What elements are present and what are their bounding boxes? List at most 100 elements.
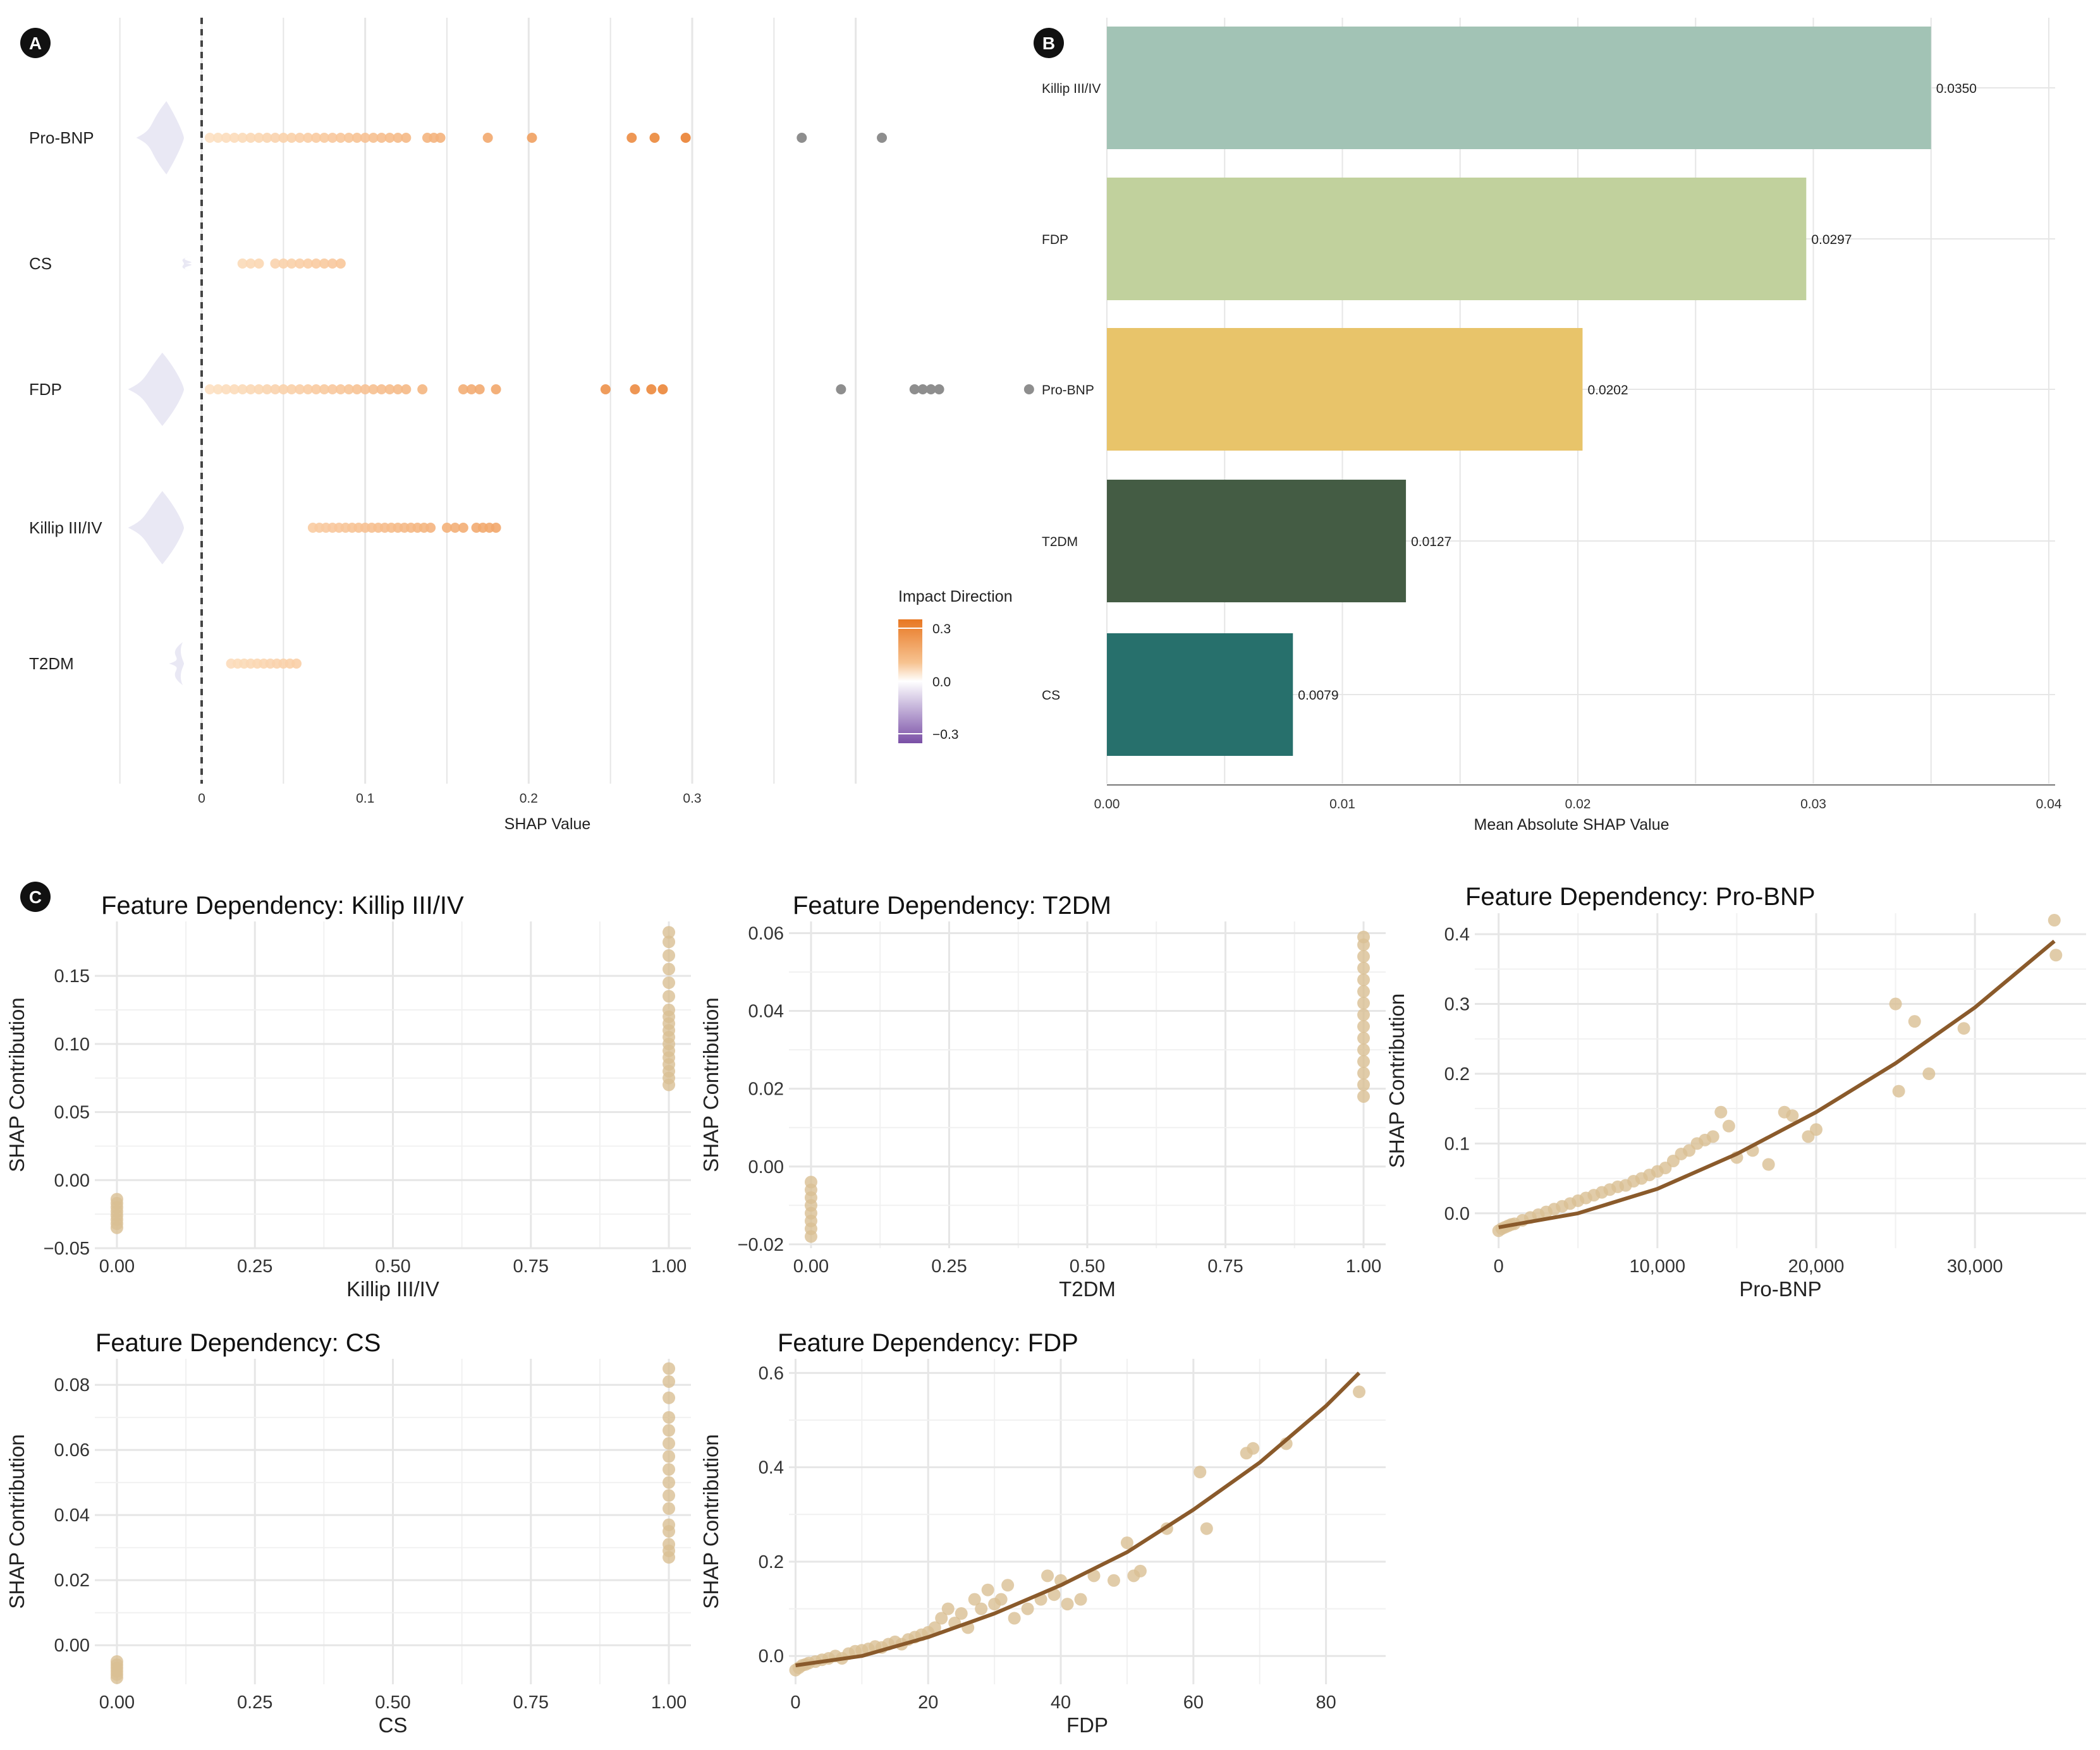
panel-b-category-label: T2DM: [1042, 535, 1078, 549]
panel-a-point: [376, 384, 387, 394]
panel-a-point: [600, 384, 611, 394]
dependency-point: [1061, 1598, 1074, 1611]
panel-a-point: [286, 384, 297, 394]
panel-a-point: [384, 384, 395, 394]
dependency-point: [955, 1607, 968, 1620]
panel-a-point: [295, 258, 305, 269]
panel-a-outlier-point: [917, 384, 928, 394]
dependency-point: [1200, 1522, 1213, 1535]
panel-a-point: [311, 258, 322, 269]
panel-c-feature-dependency: C 0.00 0.25 0.50 0.75 1.00−0.050.000.050.100…: [5, 882, 2086, 1737]
y-tick-label: 0.06: [54, 1440, 90, 1461]
panel-a-point: [253, 133, 264, 143]
dependency-point: [1074, 1593, 1087, 1606]
dependency-point: [2049, 949, 2063, 962]
panel-b-x-tick-label: 0.03: [1800, 797, 1826, 811]
panel-a-violin: [136, 101, 184, 174]
panel-a-point: [270, 133, 281, 143]
panel-a-point: [245, 384, 256, 394]
y-axis-title: SHAP Contribution: [1385, 993, 1408, 1168]
panel-a-point: [435, 133, 446, 143]
x-tick-label: 0.75: [513, 1256, 549, 1277]
x-tick-label: 0.00: [793, 1256, 829, 1277]
dependency-point: [1353, 1385, 1366, 1399]
panel-a-point: [384, 133, 395, 143]
dependency-point: [1786, 1109, 1799, 1122]
plot-title: Feature Dependency: FDP: [778, 1329, 1078, 1357]
dependency-point: [1892, 1085, 1905, 1098]
panel-a-point: [237, 133, 248, 143]
panel-a-point: [291, 659, 302, 669]
y-tick-label: 0.08: [54, 1375, 90, 1395]
panel-a-outlier-point: [934, 384, 944, 394]
y-tick-label: 0.6: [759, 1363, 784, 1383]
dependency-point: [662, 1004, 676, 1017]
dependency-plots: 0.00 0.25 0.50 0.75 1.00−0.050.000.050.100.1…: [5, 883, 2086, 1737]
y-tick-label: 0.2: [1444, 1064, 1470, 1085]
dependency-point: [1001, 1579, 1015, 1592]
panel-a-point: [319, 384, 329, 394]
dependency-point: [1357, 930, 1370, 944]
panel-a-point: [393, 133, 403, 143]
panel-a-row-label: Killip III/IV: [29, 518, 102, 537]
panel-a-point: [319, 258, 329, 269]
panel-b-x-ticks: 0.00 0.01 0.02 0.03 0.04: [1094, 797, 2062, 811]
panel-a-point: [245, 258, 256, 269]
panel-a-outlier-point: [877, 133, 888, 143]
panel-a-violin: [128, 491, 184, 564]
dependency-point: [935, 1612, 948, 1625]
dependency-plot-t2dm: 0.00 0.25 0.50 0.75 1.00 −0.02 0.00 0.02 0.04 0.0…: [699, 892, 1386, 1301]
panel-a-point: [237, 258, 248, 269]
dependency-point: [110, 1193, 123, 1206]
panel-label-c-badge: [20, 882, 51, 912]
dependency-point: [1193, 1466, 1207, 1479]
panel-b-category-label: Pro-BNP: [1042, 383, 1094, 398]
panel-b-bar: [1107, 480, 1407, 602]
dependency-point: [662, 976, 676, 989]
panel-a-point: [343, 384, 354, 394]
panel-a-point: [680, 133, 691, 143]
panel-a-row-label: FDP: [29, 380, 62, 399]
panel-a-point: [351, 133, 362, 143]
y-tick-label: 0.1: [1444, 1134, 1470, 1154]
panel-a-point: [417, 384, 428, 394]
dependency-plot-cs: 0.00 0.25 0.50 0.75 1.00 0.00 0.02 0.04 0.06 0.08…: [5, 1329, 691, 1737]
panel-b-mean-abs-shap: B 0.0350 Killip III/IV 0.0297 FDP 0.0202 Pro-…: [1034, 18, 2062, 834]
panel-b-bar: [1107, 178, 1807, 300]
y-tick-label: 0.04: [748, 1002, 784, 1022]
dependency-point: [975, 1602, 988, 1615]
panel-a-point: [327, 133, 338, 143]
x-tick-label: 1.00: [651, 1692, 687, 1713]
panel-a-point: [649, 133, 660, 143]
panel-label-c: C: [29, 887, 42, 907]
dependency-point: [662, 1391, 676, 1404]
panel-b-x-tick-label: 0.02: [1565, 797, 1591, 811]
legend-title: Impact Direction: [898, 588, 1013, 605]
y-tick-label: 0.2: [759, 1552, 784, 1572]
panel-a-point: [278, 258, 289, 269]
panel-a-x-tick-label: 0.3: [683, 791, 701, 806]
panel-a-point: [311, 384, 322, 394]
panel-a-point: [286, 258, 297, 269]
panel-b-bar: [1107, 27, 1931, 149]
dependency-point: [2048, 914, 2061, 927]
panel-b-value-label: 0.0127: [1411, 535, 1451, 549]
y-tick-label: 0.4: [1444, 925, 1470, 945]
x-tick-label: 20: [918, 1692, 938, 1713]
panel-a-point: [360, 384, 370, 394]
panel-a-point: [458, 523, 468, 533]
impact-direction-legend: Impact Direction 0.3 0.0 −0.3: [898, 588, 1013, 743]
dependency-point: [1008, 1612, 1021, 1625]
y-tick-label: 0.06: [748, 923, 784, 944]
trend-line: [795, 1371, 1361, 1668]
plot-title: Feature Dependency: Killip III/IV: [101, 892, 464, 920]
panel-a-point: [311, 133, 322, 143]
panel-b-value-label: 0.0297: [1811, 233, 1852, 247]
dependency-point: [662, 949, 676, 962]
panel-a-row-label: Pro-BNP: [29, 128, 94, 147]
trend-line: [1498, 939, 2056, 1229]
dependency-plot-pro-bnp: 0 10,000 20,000 30,000 0.0 0.1 0.2 0.3 0.4 Featur…: [1385, 883, 2086, 1301]
panel-a-point: [657, 384, 668, 394]
x-axis-title: FDP: [1066, 1713, 1108, 1737]
panel-b-x-tick-label: 0.00: [1094, 797, 1120, 811]
